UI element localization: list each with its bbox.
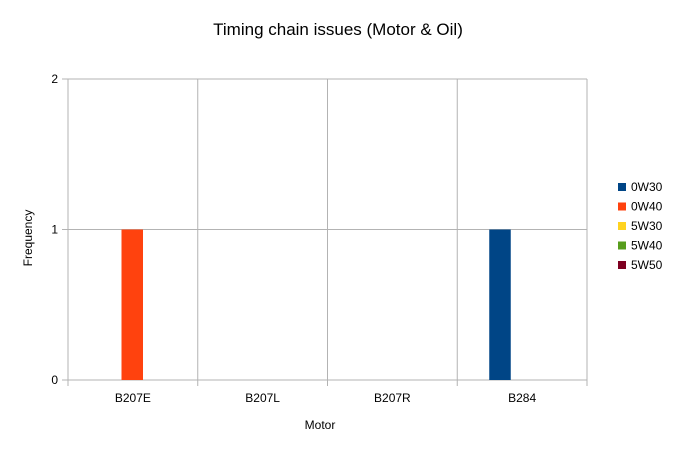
x-tick-label: B207E [115,391,151,405]
x-tick-label: B207L [245,391,280,405]
legend-swatch [618,183,626,191]
x-tick-label: B284 [508,391,536,405]
legend-label: 5W40 [631,239,663,253]
legend-label: 5W30 [631,219,663,233]
axes: 0 1 2 B207E B207L B207R B284 [51,72,588,405]
y-tick-label: 0 [51,373,58,387]
bars [121,229,511,380]
legend-swatch [618,222,626,230]
legend-label: 0W40 [631,200,663,214]
legend-swatch [618,241,626,250]
y-tick-label: 2 [51,72,58,86]
x-tick-label: B207R [374,391,411,405]
legend: 0W30 0W40 5W30 5W40 5W50 [618,180,663,272]
legend-swatch [618,261,626,269]
legend-label: 5W50 [631,258,663,272]
bar [489,229,511,380]
bar [121,229,143,380]
chart-title: Timing chain issues (Motor & Oil) [213,20,463,39]
y-axis-label: Frequency [21,210,35,267]
x-axis-label: Motor [305,418,336,432]
legend-label: 0W30 [631,180,663,194]
y-tick-label: 1 [51,223,58,237]
legend-swatch [618,202,626,211]
